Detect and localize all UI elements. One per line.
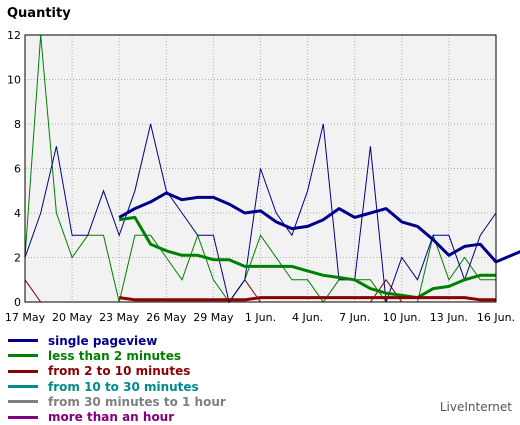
x-tick-label: 16 Jun. [477, 311, 515, 324]
legend: single pageview less than 2 minutes from 2… [8, 333, 226, 425]
legend-label: from 10 to 30 minutes [48, 379, 199, 394]
series-line [24, 123, 497, 304]
y-tick-label: 8 [14, 118, 21, 131]
legend-label: from 2 to 10 minutes [48, 364, 191, 379]
legend-swatch [8, 354, 38, 358]
legend-label: single pageview [48, 333, 158, 348]
x-tick-label: 17 May [5, 311, 46, 324]
x-tick-label: 23 May [99, 311, 140, 324]
moving-average-line [118, 215, 496, 300]
legend-swatch [8, 369, 38, 373]
legend-item: from 2 to 10 minutes [8, 364, 226, 379]
y-axis-ticks: 0 2 4 6 8 10 12 [7, 29, 21, 309]
x-tick-label: 4 Jun. [292, 311, 323, 324]
x-tick-label: 29 May [193, 311, 234, 324]
legend-item: from 30 minutes to 1 hour [8, 394, 226, 409]
legend-item: from 10 to 30 minutes [8, 379, 226, 394]
x-tick-label: 7 Jun. [339, 311, 370, 324]
y-axis-title: Quantity [7, 6, 71, 21]
y-tick-label: 6 [14, 163, 21, 176]
moving-average-line [118, 191, 520, 264]
x-tick-label: 13 Jun. [430, 311, 468, 324]
legend-swatch [8, 385, 38, 389]
x-tick-label: 10 Jun. [383, 311, 421, 324]
moving-average-lines [118, 191, 520, 302]
y-tick-label: 2 [14, 252, 21, 265]
legend-label: less than 2 minutes [48, 348, 182, 363]
plot-border [24, 34, 497, 303]
legend-swatch [8, 415, 38, 419]
legend-item: single pageview [8, 333, 226, 348]
x-tick-label: 20 May [52, 311, 93, 324]
y-tick-label: 10 [7, 74, 21, 87]
x-tick-label: 1 Jun. [245, 311, 276, 324]
legend-item: less than 2 minutes [8, 348, 226, 363]
moving-average-line [118, 296, 496, 302]
legend-label: from 30 minutes to 1 hour [48, 394, 226, 409]
legend-label: more than an hour [48, 410, 175, 425]
x-axis-ticks: 17 May 20 May 23 May 26 May 29 May 1 Jun. 4 Ju… [5, 311, 515, 324]
legend-swatch [8, 400, 38, 404]
legend-item: more than an hour [8, 409, 226, 424]
y-tick-label: 12 [7, 29, 21, 42]
y-tick-label: 0 [14, 296, 21, 309]
y-tick-label: 4 [14, 207, 21, 220]
legend-swatch [8, 339, 38, 343]
brand-label: LiveInternet [439, 400, 512, 414]
x-tick-label: 26 May [146, 311, 187, 324]
